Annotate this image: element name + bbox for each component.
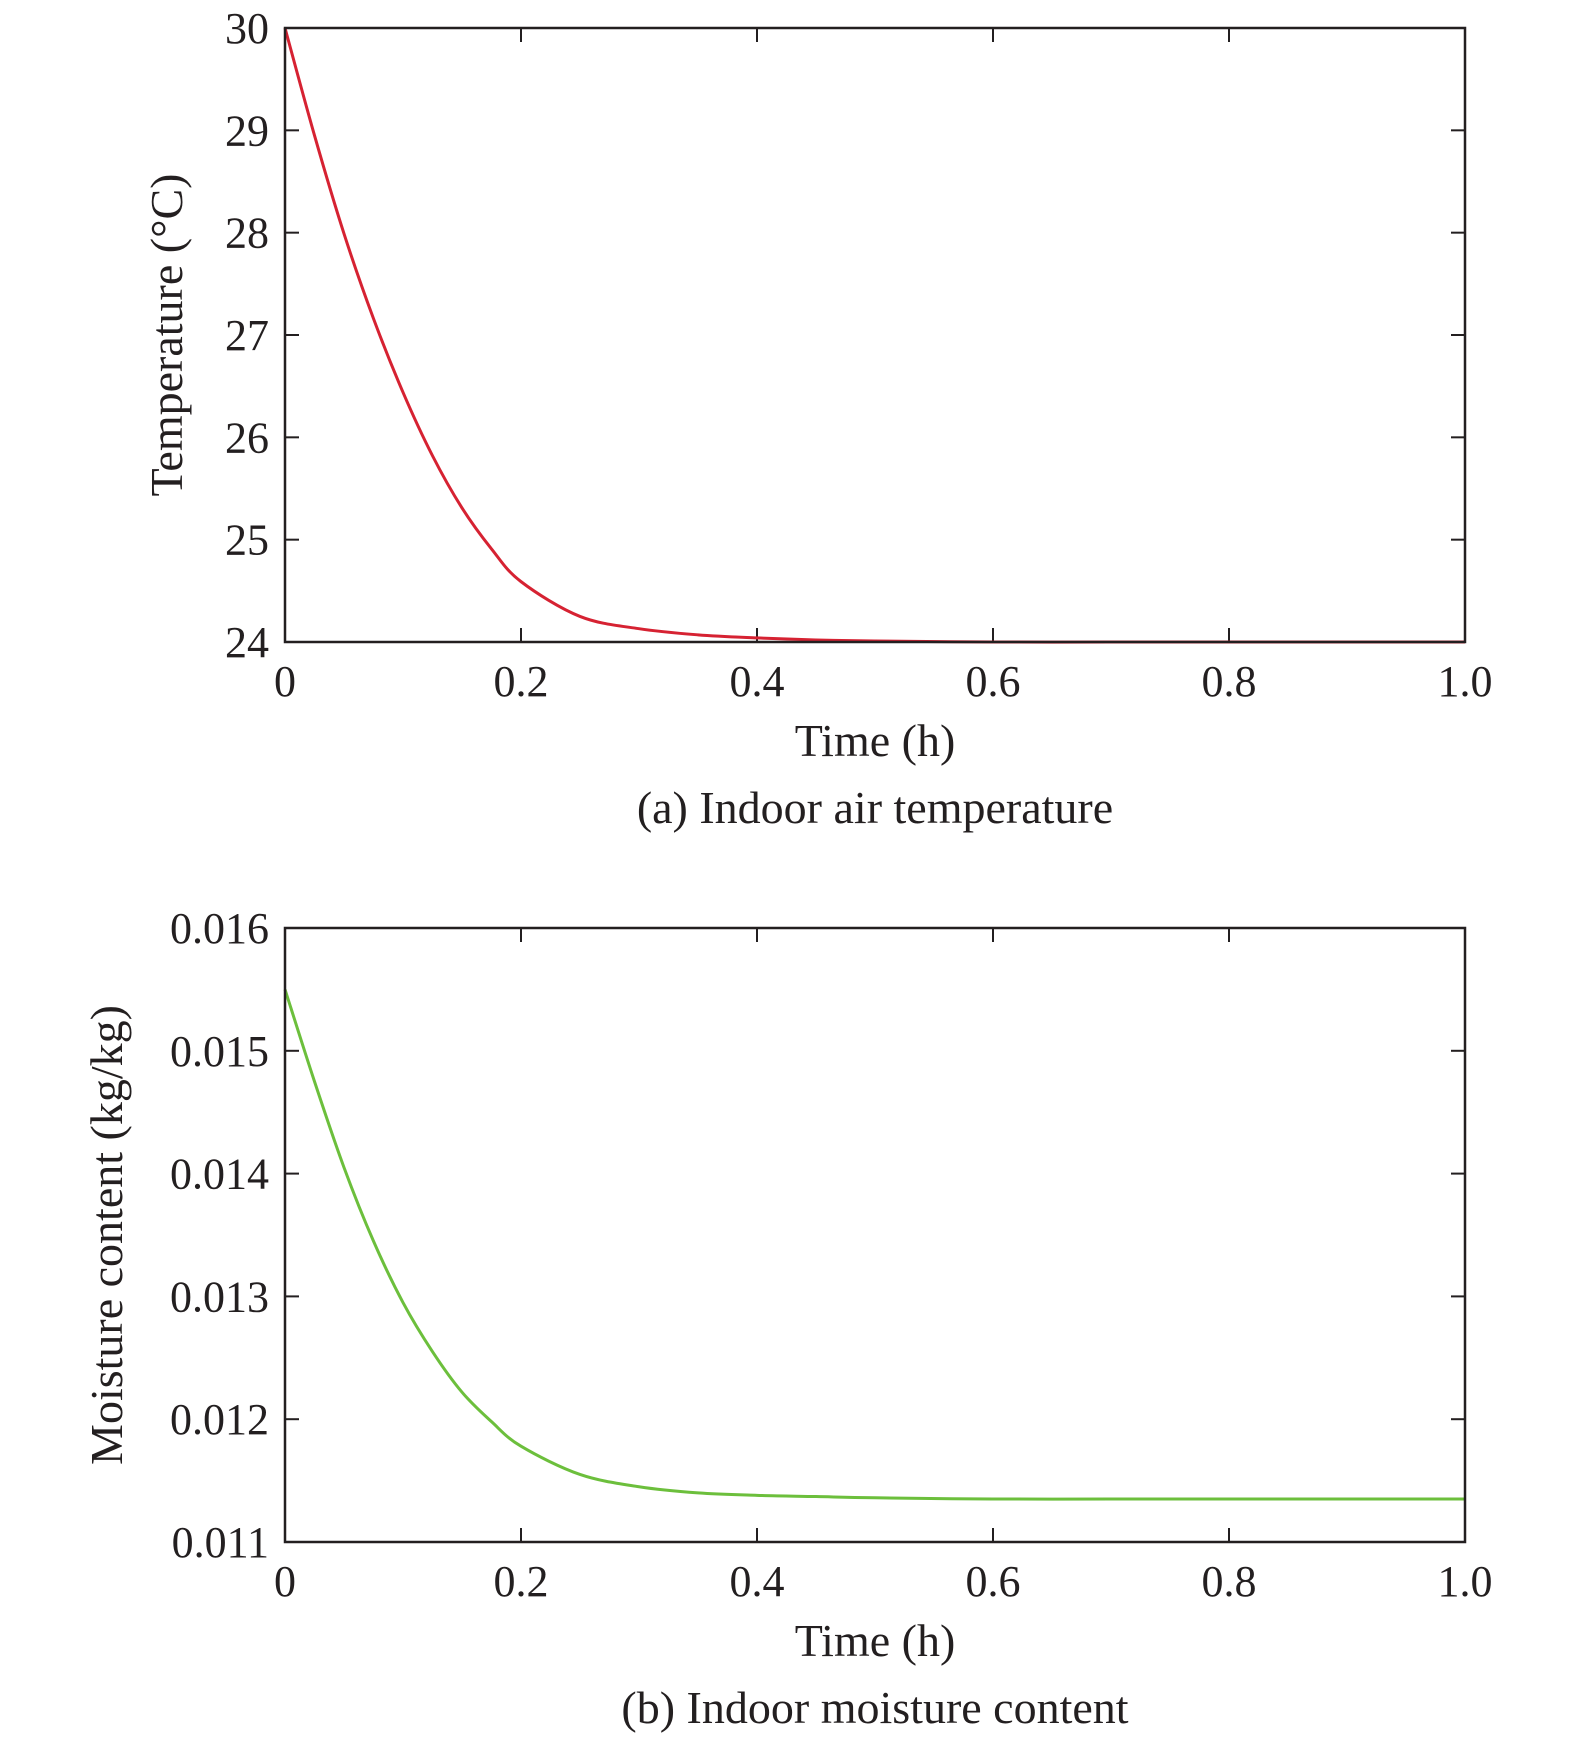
chart-indoor-moisture-content: 0.011 0.012 0.013 0.014 0.015 0.016 0 0.2 0.4 0.…	[81, 904, 1493, 1733]
chart-b-y-axis-title: Moisture content (kg/kg)	[81, 1005, 132, 1465]
chart-b-x-tick-label: 0	[274, 1557, 296, 1606]
chart-b-x-axis-title: Time (h)	[795, 1615, 956, 1666]
chart-a-y-tick-label: 27	[225, 311, 269, 360]
chart-b-y-tick-label: 0.016	[170, 904, 269, 953]
chart-a-y-tick-label: 24	[225, 618, 269, 667]
chart-a-x-tick-label: 0.6	[966, 657, 1021, 706]
chart-b-series-line	[283, 988, 1465, 1501]
chart-a-series	[283, 27, 1465, 644]
chart-b-ticks	[284, 927, 1466, 1543]
chart-b-x-tick-label: 1.0	[1438, 1557, 1493, 1606]
chart-b-y-tick-label: 0.013	[170, 1272, 269, 1321]
chart-a-plot-frame	[283, 26, 1467, 644]
chart-b-x-tick-label: 0.8	[1202, 1557, 1257, 1606]
chart-b-y-tick-label: 0.012	[170, 1395, 269, 1444]
chart-a-series-line	[283, 27, 1465, 644]
chart-a-y-axis-title: Temperature (°C)	[141, 174, 192, 497]
chart-b-series	[283, 988, 1465, 1501]
chart-b-plot-frame	[283, 926, 1467, 1544]
chart-a-x-tick-label: 0.4	[730, 657, 785, 706]
chart-b-x-tick-label: 0.4	[730, 1557, 785, 1606]
chart-b-y-tick-label: 0.014	[170, 1150, 269, 1199]
chart-a-y-tick-label: 28	[225, 209, 269, 258]
chart-a-x-tick-label: 1.0	[1438, 657, 1493, 706]
chart-a-y-tick-label: 29	[225, 106, 269, 155]
chart-a-x-tick-label: 0.8	[1202, 657, 1257, 706]
chart-a-y-tick-labels: 24 25 26 27 28 29 30	[225, 4, 269, 667]
chart-a-y-tick-label: 25	[225, 516, 269, 565]
chart-a-caption: (a) Indoor air temperature	[637, 782, 1113, 833]
chart-b-y-tick-labels: 0.011 0.012 0.013 0.014 0.015 0.016	[170, 904, 269, 1567]
chart-b-caption: (b) Indoor moisture content	[621, 1682, 1128, 1733]
chart-a-x-tick-label: 0.2	[494, 657, 549, 706]
chart-a-x-axis-title: Time (h)	[795, 715, 956, 766]
chart-a-y-tick-label: 26	[225, 413, 269, 462]
chart-a-x-tick-labels: 0 0.2 0.4 0.6 0.8 1.0	[274, 657, 1493, 706]
chart-b-y-tick-label: 0.015	[170, 1027, 269, 1076]
chart-indoor-air-temperature: 24 25 26 27 28 29 30 0 0.2 0.4 0.6 0.8 1.0 Temperat…	[141, 4, 1493, 833]
chart-a-ticks	[284, 27, 1466, 643]
chart-a-x-tick-label: 0	[274, 657, 296, 706]
chart-a-y-tick-label: 30	[225, 4, 269, 53]
chart-b-x-tick-label: 0.6	[966, 1557, 1021, 1606]
chart-b-x-tick-labels: 0 0.2 0.4 0.6 0.8 1.0	[274, 1557, 1493, 1606]
chart-b-y-tick-label: 0.011	[172, 1518, 269, 1567]
chart-b-x-tick-label: 0.2	[494, 1557, 549, 1606]
